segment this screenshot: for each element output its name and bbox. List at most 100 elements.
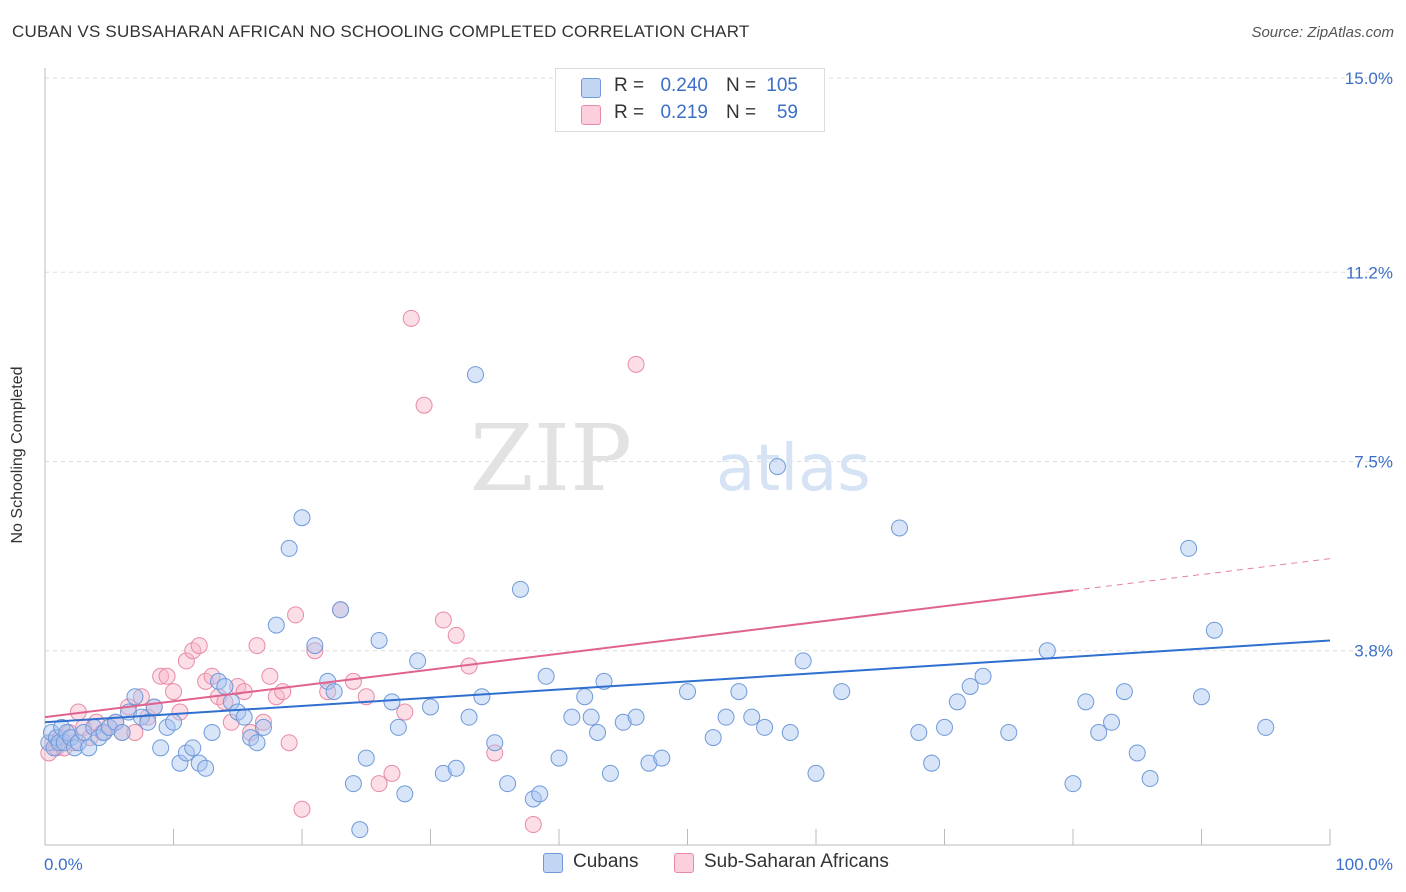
data-point-sub-saharan [447, 626, 465, 644]
data-point-cubans [1064, 775, 1082, 793]
data-point-cubans [473, 688, 491, 706]
data-point-cubans [486, 734, 504, 752]
data-point-cubans [75, 724, 93, 742]
data-point-sub-saharan [248, 637, 266, 655]
data-point-sub-saharan [222, 713, 240, 731]
data-point-cubans [1257, 718, 1275, 736]
data-point-sub-saharan [126, 724, 144, 742]
watermark: ZIP atlas [470, 405, 871, 512]
legend-r-value: 0.219 [660, 102, 708, 123]
correlation-legend: R = 0.240 N = 105 R = 0.219 N = 59 [555, 68, 825, 132]
data-point-cubans [184, 739, 202, 757]
data-point-cubans [95, 724, 113, 742]
data-point-cubans [357, 749, 375, 767]
data-point-sub-saharan [190, 637, 208, 655]
data-point-cubans [370, 631, 388, 649]
data-point-cubans [1180, 539, 1198, 557]
data-point-cubans [589, 724, 607, 742]
data-point-cubans [653, 749, 671, 767]
data-point-sub-saharan [319, 683, 337, 701]
legend-r-label: R = [614, 102, 645, 123]
legend-r-value: 0.240 [660, 75, 708, 96]
data-point-sub-saharan [261, 667, 279, 685]
data-point-cubans [171, 754, 189, 772]
data-point-cubans [90, 729, 108, 747]
watermark-zip: ZIP [470, 405, 632, 512]
y-tick-label: 11.2% [1346, 263, 1393, 282]
data-point-cubans [145, 698, 163, 716]
data-point-sub-saharan [486, 744, 504, 762]
data-point-cubans [165, 713, 182, 731]
data-point-cubans [717, 708, 735, 726]
trend-lines [44, 558, 1331, 724]
data-point-cubans [293, 509, 311, 527]
data-point-cubans [550, 749, 568, 767]
data-point-sub-saharan [274, 683, 292, 701]
legend-swatch-sub-saharan [581, 105, 601, 125]
data-point-cubans [203, 724, 221, 742]
data-point-sub-saharan [293, 800, 311, 818]
data-point-cubans [614, 713, 632, 731]
legend-n-label: N = [726, 75, 757, 96]
legend-row-cubans: R = 0.240 N = 105 [556, 75, 824, 101]
data-point-cubans [126, 688, 144, 706]
data-point-cubans [383, 693, 401, 711]
watermark-atlas: atlas [716, 432, 871, 506]
data-point-cubans [891, 519, 909, 537]
data-point-cubans [389, 718, 407, 736]
data-point-cubans [511, 580, 529, 598]
legend-swatch-sub-saharan [674, 853, 694, 873]
data-point-sub-saharan [344, 672, 362, 690]
data-point-cubans [582, 708, 600, 726]
data-point-cubans [1038, 642, 1056, 660]
data-point-sub-saharan [383, 764, 401, 782]
data-point-cubans [216, 677, 234, 695]
data-point-cubans [601, 764, 619, 782]
x-tick-label: 0.0% [44, 855, 83, 874]
legend-swatch-cubans [581, 78, 601, 98]
data-point-cubans [704, 729, 722, 747]
data-point-sub-saharan [415, 396, 433, 414]
data-point-cubans [113, 724, 131, 742]
legend-label-sub-saharan-africans: Sub-Saharan Africans [704, 851, 889, 872]
data-point-cubans [280, 539, 298, 557]
data-point-sub-saharan [254, 713, 272, 731]
data-point-cubans [466, 366, 484, 384]
data-point-sub-saharan [370, 775, 388, 793]
data-point-cubans [197, 759, 215, 777]
data-point-sub-saharan [280, 734, 298, 752]
data-point-sub-saharan [306, 642, 324, 660]
data-point-sub-saharan [165, 683, 182, 701]
data-point-cubans [344, 775, 362, 793]
data-point-cubans [974, 667, 992, 685]
data-point-cubans [499, 775, 517, 793]
data-point-cubans [743, 708, 761, 726]
x-tick-label: 100.0% [1335, 855, 1393, 874]
legend-n-label: N = [726, 102, 757, 123]
data-point-cubans [1090, 724, 1108, 742]
data-point-cubans [1115, 683, 1133, 701]
tick-labels: 3.8% 7.5% 11.2% 15.0% 0.0% 100.0% [44, 69, 1393, 874]
data-point-cubans [961, 677, 979, 695]
trend-line-sub-saharan [44, 589, 1074, 719]
data-point-cubans [434, 764, 452, 782]
data-point-cubans [1205, 621, 1223, 639]
chart-title: CUBAN VS SUBSAHARAN AFRICAN NO SCHOOLING… [12, 22, 750, 41]
data-point-cubans [756, 718, 774, 736]
data-point-cubans [254, 718, 272, 736]
data-point-cubans [936, 718, 953, 736]
data-point-cubans [409, 652, 427, 670]
data-point-cubans [460, 708, 478, 726]
data-point-cubans [139, 713, 157, 731]
data-point-cubans [1000, 724, 1018, 742]
data-point-cubans [80, 739, 98, 757]
data-point-sub-saharan [242, 724, 260, 742]
data-point-cubans [576, 688, 594, 706]
grid-lines [45, 77, 1392, 652]
data-point-cubans [152, 739, 170, 757]
legend-n-value: 59 [776, 102, 798, 123]
y-tick-label: 15.0% [1345, 69, 1393, 88]
data-point-cubans [781, 724, 799, 742]
y-tick-label: 3.8% [1354, 642, 1393, 661]
